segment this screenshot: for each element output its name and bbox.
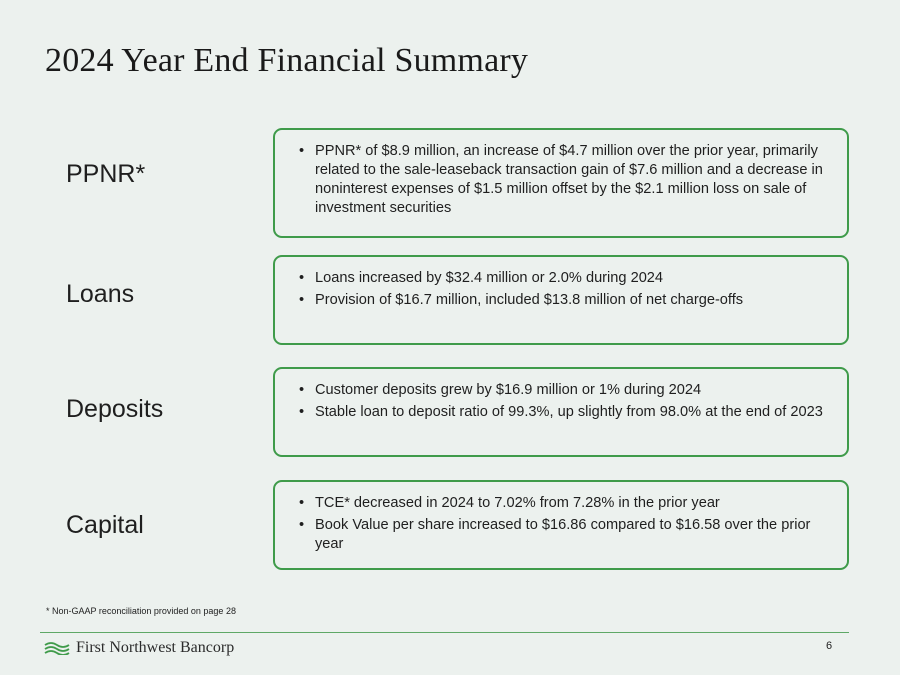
- bullet-list: Customer deposits grew by $16.9 million …: [297, 381, 827, 422]
- footnote: * Non-GAAP reconciliation provided on pa…: [46, 606, 236, 616]
- bullet-list: PPNR* of $8.9 million, an increase of $4…: [297, 142, 827, 218]
- section-label-deposits: Deposits: [66, 395, 164, 423]
- company-logo: First Northwest Bancorp: [44, 639, 234, 657]
- section-label-capital: Capital: [66, 511, 144, 539]
- section-box-capital: TCE* decreased in 2024 to 7.02% from 7.2…: [273, 480, 849, 570]
- footer-divider: [40, 632, 849, 633]
- section-label-ppnr: PPNR*: [66, 160, 146, 188]
- bullet-item: Customer deposits grew by $16.9 million …: [297, 381, 827, 400]
- bullet-item: TCE* decreased in 2024 to 7.02% from 7.2…: [297, 494, 827, 513]
- logo-text: First Northwest Bancorp: [76, 639, 235, 656]
- waves-logo-icon: [44, 642, 70, 655]
- section-box-loans: Loans increased by $32.4 million or 2.0%…: [273, 255, 849, 345]
- bullet-item: Loans increased by $32.4 million or 2.0%…: [297, 269, 827, 288]
- bullet-list: Loans increased by $32.4 million or 2.0%…: [297, 269, 827, 310]
- page-title: 2024 Year End Financial Summary: [45, 42, 529, 79]
- bullet-item: Provision of $16.7 million, included $13…: [297, 291, 827, 310]
- bullet-item: PPNR* of $8.9 million, an increase of $4…: [297, 142, 827, 218]
- section-label-loans: Loans: [66, 280, 135, 308]
- section-box-ppnr: PPNR* of $8.9 million, an increase of $4…: [273, 128, 849, 238]
- bullet-item: Stable loan to deposit ratio of 99.3%, u…: [297, 403, 827, 422]
- section-box-deposits: Customer deposits grew by $16.9 million …: [273, 367, 849, 457]
- bullet-list: TCE* decreased in 2024 to 7.02% from 7.2…: [297, 494, 827, 554]
- page-number: 6: [826, 640, 833, 652]
- bullet-item: Book Value per share increased to $16.86…: [297, 516, 827, 554]
